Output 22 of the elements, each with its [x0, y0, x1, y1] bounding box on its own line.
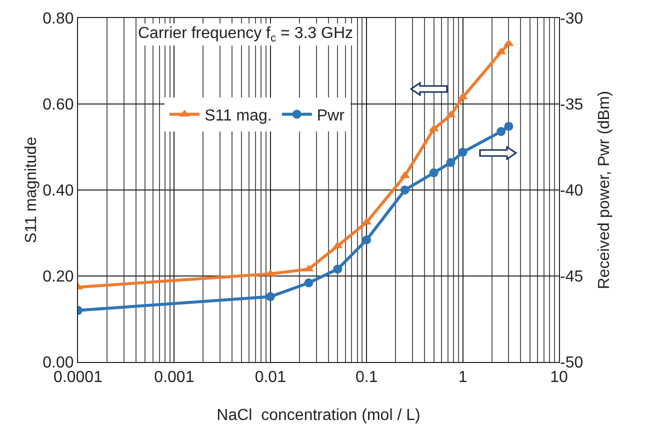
x-tick-label: 0.001 — [154, 369, 194, 386]
x-tick-label: 0.1 — [355, 369, 378, 386]
x-tick-label: 0.01 — [254, 369, 286, 386]
legend-label: Pwr — [316, 107, 346, 124]
x-axis-title: NaCl concentration (mol / L) — [216, 407, 420, 424]
y-tick-label: 0.60 — [42, 96, 74, 114]
y-tick-label: 0.40 — [42, 182, 74, 200]
y2-tick-label: -50 — [560, 354, 584, 372]
y2-tick-label: -40 — [560, 182, 584, 200]
annotation: Carrier frequency f$_{c}$ = 3.3 GHz — [138, 25, 354, 44]
y2-tick-label: -35 — [560, 96, 584, 114]
x-tick-label: 0.0001 — [54, 369, 103, 386]
x-tick-label: 10 — [550, 369, 568, 386]
y2-tick-label: -30 — [560, 10, 584, 28]
y-tick-label: 0.20 — [42, 268, 74, 286]
y-tick-label: 0.80 — [42, 10, 74, 28]
y-axis-title: S11 magnitude — [23, 136, 40, 244]
y2-axis-title: Received power, Pwr (dBm) — [596, 90, 613, 290]
y2-tick-label: -45 — [560, 268, 584, 286]
x-tick-label: 1 — [458, 369, 468, 386]
y-tick-label: 0.00 — [42, 354, 74, 372]
legend-label: S11 mag. — [204, 107, 272, 124]
